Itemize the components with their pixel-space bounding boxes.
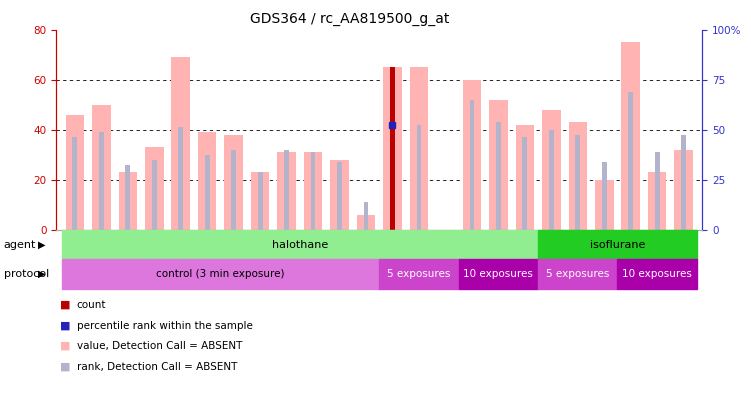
Text: 5 exposures: 5 exposures bbox=[546, 269, 610, 279]
Bar bbox=[459, 259, 538, 289]
Bar bbox=[410, 67, 428, 230]
Bar bbox=[198, 132, 216, 230]
Bar bbox=[225, 135, 243, 230]
Text: agent: agent bbox=[4, 240, 36, 249]
Bar bbox=[523, 137, 527, 230]
Bar bbox=[390, 67, 395, 230]
Text: GDS364 / rc_AA819500_g_at: GDS364 / rc_AA819500_g_at bbox=[249, 12, 449, 26]
Bar bbox=[569, 122, 587, 230]
Bar bbox=[538, 259, 617, 289]
Bar bbox=[463, 80, 481, 230]
Bar bbox=[277, 152, 296, 230]
Text: ■: ■ bbox=[60, 300, 71, 310]
Text: ▶: ▶ bbox=[38, 240, 45, 249]
Bar bbox=[171, 57, 190, 230]
Text: protocol: protocol bbox=[4, 269, 49, 279]
Bar bbox=[125, 165, 130, 230]
Text: 10 exposures: 10 exposures bbox=[463, 269, 533, 279]
Bar bbox=[152, 160, 157, 230]
Bar bbox=[62, 259, 379, 289]
Bar bbox=[379, 259, 459, 289]
Text: ■: ■ bbox=[60, 320, 71, 331]
Bar bbox=[258, 172, 263, 230]
Bar bbox=[284, 150, 289, 230]
Bar bbox=[417, 125, 421, 230]
Bar bbox=[330, 160, 348, 230]
Bar bbox=[549, 129, 553, 230]
Bar bbox=[542, 110, 560, 230]
Bar bbox=[655, 152, 659, 230]
Bar bbox=[595, 180, 614, 230]
Bar bbox=[99, 132, 104, 230]
Text: ▶: ▶ bbox=[38, 269, 45, 279]
Bar bbox=[390, 125, 395, 230]
Bar bbox=[205, 155, 210, 230]
Bar bbox=[65, 115, 84, 230]
Bar bbox=[383, 67, 402, 230]
Bar bbox=[311, 152, 315, 230]
Bar bbox=[575, 135, 581, 230]
Text: percentile rank within the sample: percentile rank within the sample bbox=[77, 320, 252, 331]
Text: value, Detection Call = ABSENT: value, Detection Call = ABSENT bbox=[77, 341, 242, 351]
Text: isoflurane: isoflurane bbox=[590, 240, 645, 249]
Text: rank, Detection Call = ABSENT: rank, Detection Call = ABSENT bbox=[77, 362, 237, 372]
Text: count: count bbox=[77, 300, 106, 310]
Bar bbox=[602, 162, 607, 230]
Bar bbox=[178, 127, 183, 230]
Bar bbox=[629, 92, 633, 230]
Bar bbox=[681, 135, 686, 230]
Bar bbox=[622, 42, 640, 230]
Text: 10 exposures: 10 exposures bbox=[623, 269, 692, 279]
Bar bbox=[496, 122, 501, 230]
Bar bbox=[538, 230, 697, 259]
Bar bbox=[92, 105, 110, 230]
Bar bbox=[648, 172, 666, 230]
Text: ■: ■ bbox=[60, 362, 71, 372]
Bar bbox=[251, 172, 270, 230]
Bar bbox=[62, 230, 538, 259]
Bar bbox=[617, 259, 697, 289]
Text: halothane: halothane bbox=[272, 240, 328, 249]
Bar bbox=[357, 215, 376, 230]
Bar bbox=[231, 150, 236, 230]
Bar bbox=[674, 150, 693, 230]
Bar bbox=[304, 152, 322, 230]
Bar bbox=[489, 100, 508, 230]
Bar bbox=[469, 100, 475, 230]
Bar bbox=[72, 137, 77, 230]
Text: control (3 min exposure): control (3 min exposure) bbox=[156, 269, 285, 279]
Bar bbox=[145, 147, 164, 230]
Bar bbox=[337, 162, 342, 230]
Bar bbox=[363, 202, 369, 230]
Text: ■: ■ bbox=[60, 341, 71, 351]
Text: 5 exposures: 5 exposures bbox=[388, 269, 451, 279]
Bar bbox=[119, 172, 137, 230]
Bar bbox=[516, 125, 534, 230]
